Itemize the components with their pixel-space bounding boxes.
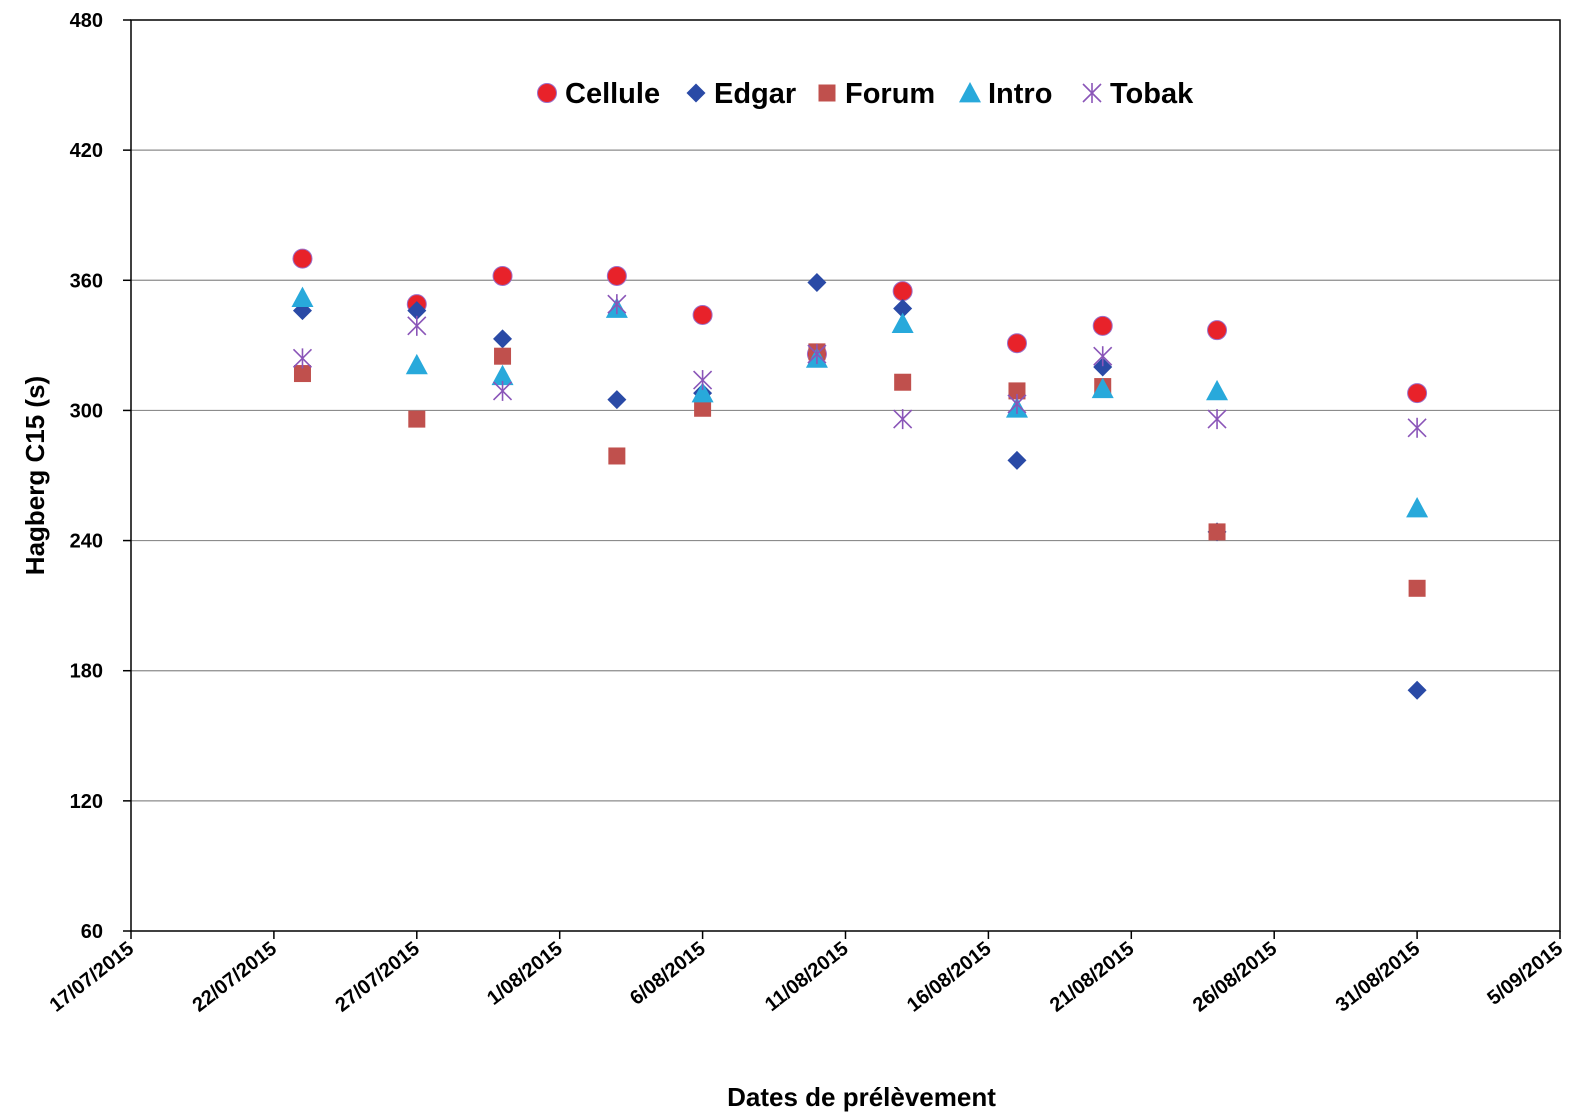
- legend-label: Forum: [845, 78, 935, 110]
- x-tick-label: 5/09/2015: [1483, 938, 1567, 1010]
- intro-point: [291, 286, 314, 307]
- y-tick-label: 240: [70, 531, 103, 553]
- legend-item-edgar: Edgar: [686, 78, 796, 110]
- tobak-point: [607, 294, 627, 315]
- y-tick-label: 300: [70, 400, 103, 422]
- legend-marker: [1082, 83, 1102, 103]
- x-tick-label: 11/08/2015: [761, 938, 853, 1016]
- intro-point: [1406, 497, 1429, 518]
- forum-point: [1408, 579, 1426, 597]
- edgar-point: [407, 301, 427, 321]
- edgar-point: [493, 329, 513, 349]
- legend-label: Tobak: [1110, 78, 1194, 110]
- tobak-point: [807, 344, 827, 365]
- tobak-point: [407, 315, 427, 336]
- y-tick-label: 420: [70, 140, 103, 162]
- tobak-point: [893, 409, 913, 430]
- legend-label: Intro: [988, 78, 1052, 110]
- edgar-point: [607, 390, 627, 410]
- intro-point: [1206, 379, 1229, 401]
- data-points: [291, 248, 1429, 700]
- legend-item-tobak: Tobak: [1082, 78, 1194, 110]
- legend-item-forum: Forum: [818, 78, 935, 110]
- y-axis: 60 120 180 240 300 360 420 480: [70, 10, 131, 943]
- forum-point: [494, 347, 512, 365]
- series-edgar: [292, 272, 1427, 700]
- forum-point: [894, 373, 912, 391]
- cellule-point: [692, 304, 713, 325]
- cellule-point: [492, 265, 513, 286]
- legend-marker: [686, 83, 706, 103]
- cellule-point: [606, 265, 627, 286]
- edgar-point: [1407, 680, 1427, 700]
- forum-point: [1208, 523, 1226, 541]
- legend: Cellule Edgar Forum Intro Tobak: [537, 78, 1194, 110]
- edgar-point: [1007, 450, 1027, 470]
- gridlines: [131, 149, 1560, 802]
- intro-point: [491, 364, 514, 386]
- cellule-point: [292, 248, 313, 269]
- tobak-point: [693, 370, 713, 391]
- tobak-point: [1007, 393, 1027, 414]
- forum-point: [608, 447, 626, 465]
- series-cellule: [292, 248, 1428, 404]
- y-tick-label: 480: [70, 10, 103, 32]
- x-tick-label: 31/08/2015: [1332, 938, 1424, 1017]
- tobak-point: [1407, 417, 1427, 438]
- y-tick-label: 120: [70, 791, 103, 813]
- x-tick-label: 27/07/2015: [331, 938, 423, 1017]
- series-intro: [291, 286, 1429, 518]
- y-axis-title: Hagberg C15 (s): [20, 376, 50, 575]
- edgar-point: [893, 298, 913, 318]
- intro-point: [891, 312, 914, 334]
- legend-label: Edgar: [714, 78, 796, 110]
- cellule-point: [892, 281, 913, 302]
- tobak-point: [492, 380, 513, 401]
- forum-point: [1008, 382, 1026, 400]
- tobak-point: [1207, 409, 1227, 430]
- edgar-point: [1093, 357, 1113, 377]
- forum-point: [408, 410, 426, 428]
- cellule-point: [1207, 320, 1228, 341]
- forum-point: [694, 399, 712, 417]
- legend-marker: [959, 82, 981, 103]
- series-tobak: [292, 294, 1427, 438]
- tobak-point: [292, 348, 313, 369]
- intro-point: [1091, 377, 1114, 399]
- x-tick-label: 22/07/2015: [189, 938, 281, 1017]
- cellule-point: [1407, 383, 1428, 404]
- x-tick-label: 26/08/2015: [1189, 938, 1281, 1017]
- y-tick-label: 60: [81, 921, 103, 943]
- legend-label: Cellule: [565, 78, 660, 110]
- forum-point: [293, 365, 311, 383]
- intro-point: [691, 382, 714, 403]
- cellule-point: [1006, 333, 1027, 354]
- legend-marker: [537, 83, 557, 103]
- x-tick-label: 6/08/2015: [626, 938, 710, 1010]
- y-tick-label: 180: [70, 661, 103, 683]
- tobak-point: [1093, 346, 1113, 367]
- x-axis: 17/07/2015 22/07/2015 27/07/2015 1/08/2015 6…: [46, 931, 1567, 1017]
- series-forum: [293, 343, 1426, 597]
- x-axis-title: Dates de prélèvement: [727, 1082, 996, 1112]
- intro-point: [405, 353, 428, 375]
- plot-area: [130, 19, 1561, 932]
- x-tick-label: 17/07/2015: [46, 938, 138, 1017]
- x-tick-label: 16/08/2015: [903, 938, 995, 1017]
- y-tick-label: 360: [70, 270, 103, 292]
- legend-item-intro: Intro: [959, 78, 1052, 110]
- legend-marker: [818, 84, 836, 102]
- legend-item-cellule: Cellule: [537, 78, 660, 110]
- x-tick-label: 21/08/2015: [1046, 938, 1138, 1017]
- x-tick-label: 1/08/2015: [483, 938, 567, 1010]
- cellule-point: [1092, 315, 1113, 336]
- edgar-point: [807, 272, 827, 292]
